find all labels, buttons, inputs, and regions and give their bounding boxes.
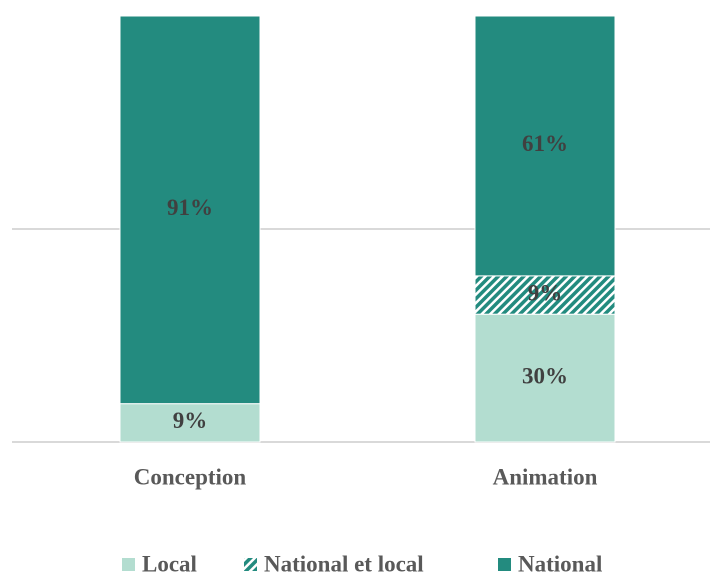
x-tick-label: Conception [134,464,247,489]
legend-marker [122,558,135,571]
legend-label: Local [142,551,197,576]
bar-segment [474,15,616,277]
legend-label: National et local [264,551,424,576]
data-label: 61% [522,131,568,156]
bar-segment [119,403,261,443]
bar-segment [474,275,616,315]
data-label: 91% [167,195,213,220]
bar-segment [119,15,261,405]
x-tick-label: Animation [493,464,598,489]
bar-segment [474,313,616,443]
data-label: 9% [173,408,208,433]
data-label: 30% [522,363,568,388]
legend-marker [498,558,511,571]
legend-marker [244,558,257,571]
legend-label: National [518,551,602,576]
data-label: 9% [528,280,563,305]
